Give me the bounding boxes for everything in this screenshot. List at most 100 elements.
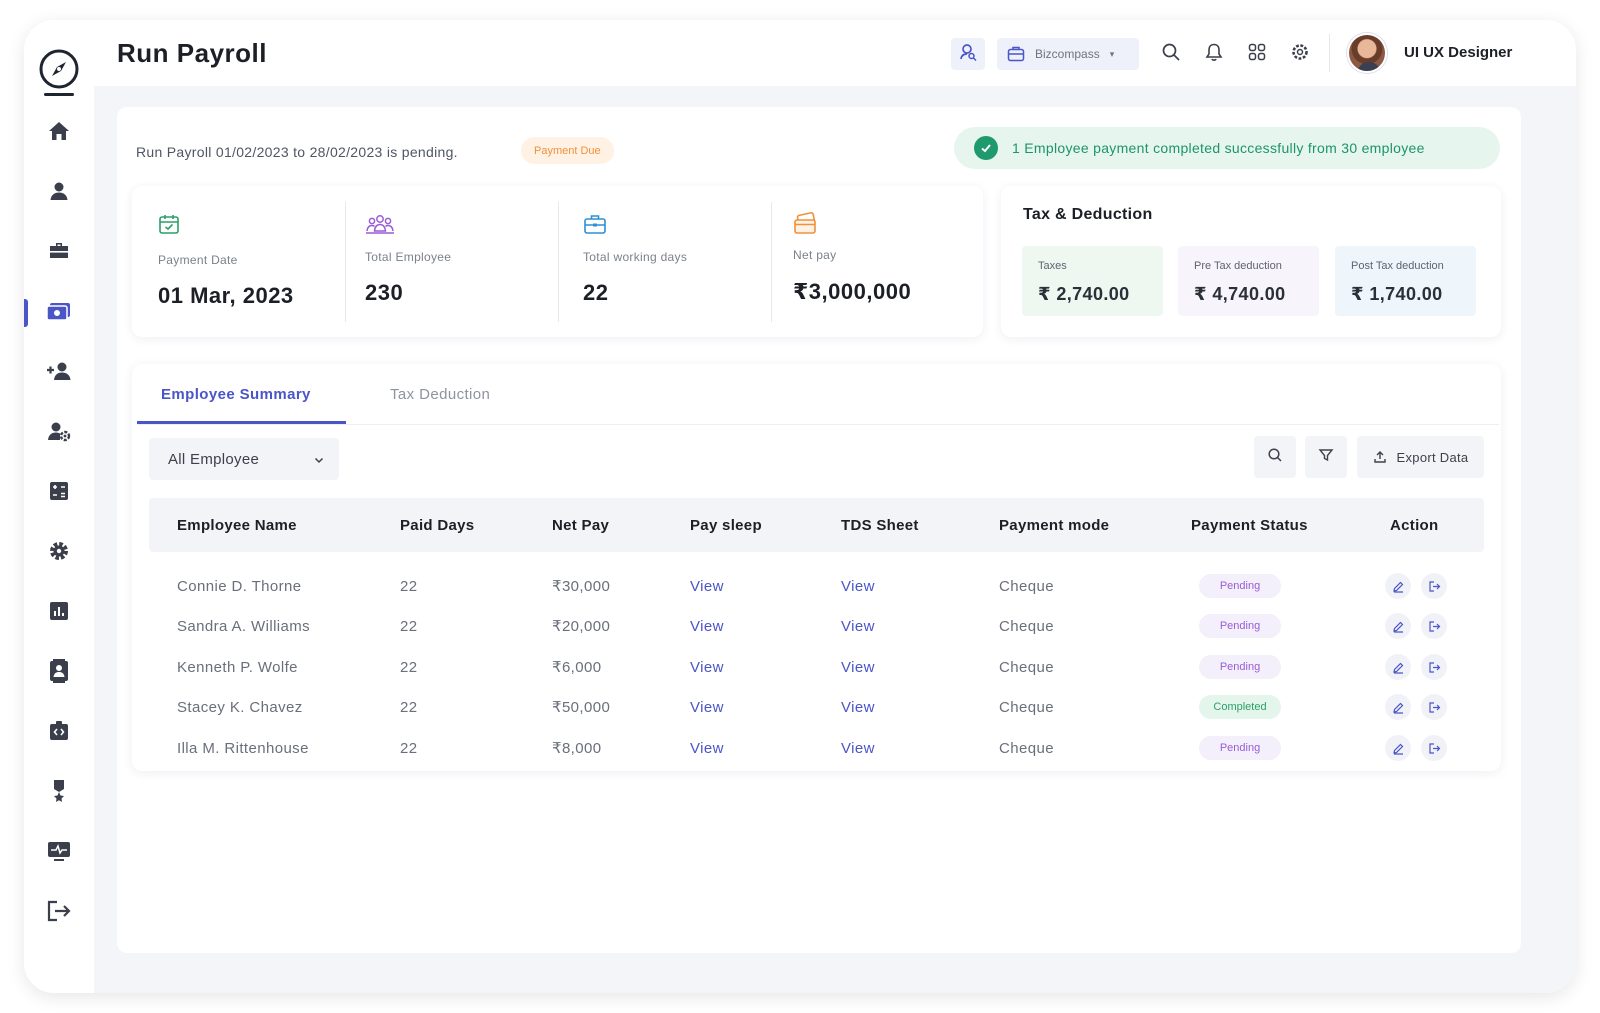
search-button[interactable] (1159, 42, 1183, 66)
sidebar-item-settings[interactable] (24, 533, 94, 573)
net-pay-cell: ₹50,000 (552, 699, 611, 716)
sidebar-item-contacts[interactable] (24, 653, 94, 693)
avatar[interactable] (1347, 33, 1387, 73)
tds-sheet-view-link[interactable]: View (841, 617, 875, 635)
col-net-pay[interactable]: Net Pay (552, 516, 610, 534)
sidebar-item-jobs[interactable] (24, 233, 94, 273)
col-tds-sheet[interactable]: TDS Sheet (841, 516, 919, 534)
logout-icon (46, 899, 72, 928)
sidebar-item-integrations[interactable] (24, 713, 94, 753)
table-search-button[interactable] (1254, 436, 1296, 478)
home-icon (47, 119, 71, 148)
col-action: Action (1390, 516, 1439, 534)
edit-button[interactable] (1385, 654, 1411, 680)
apps-button[interactable] (1245, 42, 1269, 66)
apps-grid-icon (1247, 42, 1267, 67)
user-icon (47, 179, 71, 208)
exit-arrow-icon (1428, 580, 1441, 593)
sidebar-item-profile[interactable] (24, 173, 94, 213)
payroll-icon (46, 299, 72, 328)
export-label: Export Data (1396, 449, 1469, 465)
open-details-button[interactable] (1421, 654, 1447, 680)
payroll-stats-card: Payment Date 01 Mar, 2023 Total Employee… (132, 186, 983, 337)
gear-icon (1290, 42, 1310, 67)
tds-sheet-view-link[interactable]: View (841, 658, 875, 676)
sidebar-item-reports[interactable] (24, 593, 94, 633)
compass-logo-icon[interactable] (38, 48, 80, 90)
status-badge: Pending (1199, 574, 1281, 598)
company-selector[interactable]: Bizcompass ▾ (997, 38, 1139, 70)
stat-value: 230 (365, 280, 404, 305)
open-details-button[interactable] (1421, 694, 1447, 720)
user-name[interactable]: UI UX Designer (1404, 44, 1513, 61)
gear-icon (47, 539, 71, 568)
tab-employee-summary[interactable]: Employee Summary (161, 386, 311, 403)
tax-value: ₹ 4,740.00 (1194, 284, 1286, 304)
sidebar-item-awards[interactable] (24, 773, 94, 813)
col-paid-days[interactable]: Paid Days (400, 516, 475, 534)
tds-sheet-view-link[interactable]: View (841, 698, 875, 716)
tax-value: ₹ 2,740.00 (1038, 284, 1130, 304)
tax-deduction-card: Tax & Deduction Taxes ₹ 2,740.00 Pre Tax… (1001, 186, 1501, 337)
building-icon (1007, 46, 1025, 62)
topbar-divider (1329, 34, 1330, 72)
sidebar-item-add-employee[interactable] (24, 353, 94, 393)
paid-days-cell: 22 (400, 617, 418, 635)
col-employee-name[interactable]: Employee Name (177, 516, 297, 534)
filter-button[interactable] (1305, 436, 1347, 478)
edit-button[interactable] (1385, 694, 1411, 720)
stat-divider (345, 202, 346, 322)
edit-button[interactable] (1385, 613, 1411, 639)
settings-button[interactable] (1288, 42, 1312, 66)
award-icon (47, 778, 71, 809)
stat-working-days: Total working days 22 (559, 186, 771, 337)
sidebar-item-user-settings[interactable] (24, 413, 94, 453)
paid-days-cell: 22 (400, 658, 418, 676)
col-pay-slip[interactable]: Pay sleep (690, 516, 762, 534)
payroll-content: Run Payroll 01/02/2023 to 28/02/2023 is … (117, 107, 1521, 953)
filter-funnel-icon (1318, 447, 1334, 468)
stat-divider (558, 202, 559, 322)
top-bar: Run Payroll Bizcompass ▾ (94, 20, 1576, 86)
notifications-button[interactable] (1202, 42, 1226, 66)
open-details-button[interactable] (1421, 735, 1447, 761)
table-row: Kenneth P. Wolfe 22 ₹6,000 View View Cheque Pe… (149, 647, 1484, 687)
employee-filter-select[interactable]: All Employee (149, 438, 339, 480)
sidebar-item-calculator[interactable] (24, 473, 94, 513)
check-circle-icon (974, 136, 998, 160)
edit-button[interactable] (1385, 735, 1411, 761)
tab-divider (137, 424, 1499, 425)
sidebar-item-home[interactable] (24, 113, 94, 153)
pay-slip-view-link[interactable]: View (690, 739, 724, 757)
bell-icon (1204, 42, 1224, 67)
sidebar-item-monitor[interactable] (24, 833, 94, 873)
tds-sheet-view-link[interactable]: View (841, 577, 875, 595)
tax-box-pre-tax: Pre Tax deduction ₹ 4,740.00 (1178, 246, 1319, 316)
pay-slip-view-link[interactable]: View (690, 698, 724, 716)
pay-slip-view-link[interactable]: View (690, 577, 724, 595)
report-chart-icon (47, 599, 71, 628)
paid-days-cell: 22 (400, 577, 418, 595)
stat-payment-date: Payment Date 01 Mar, 2023 (132, 186, 345, 337)
user-search-button[interactable] (951, 38, 985, 70)
employee-name-cell: Connie D. Thorne (177, 577, 302, 595)
open-details-button[interactable] (1421, 573, 1447, 599)
pay-slip-view-link[interactable]: View (690, 658, 724, 676)
net-pay-cell: ₹20,000 (552, 618, 611, 635)
tds-sheet-view-link[interactable]: View (841, 739, 875, 757)
sidebar-item-payroll[interactable] (24, 293, 94, 333)
edit-button[interactable] (1385, 573, 1411, 599)
stat-divider (771, 202, 772, 322)
open-details-button[interactable] (1421, 613, 1447, 639)
sidebar (24, 20, 94, 993)
table-row: Illa M. Rittenhouse 22 ₹8,000 View View Chequ… (149, 728, 1484, 768)
export-data-button[interactable]: Export Data (1357, 436, 1484, 478)
pay-slip-view-link[interactable]: View (690, 617, 724, 635)
col-payment-status[interactable]: Payment Status (1191, 516, 1308, 534)
col-payment-mode[interactable]: Payment mode (999, 516, 1110, 534)
tab-tax-deduction[interactable]: Tax Deduction (390, 386, 491, 403)
sidebar-item-logout[interactable] (24, 893, 94, 933)
employee-name-cell: Sandra A. Williams (177, 617, 311, 635)
upload-icon (1373, 450, 1397, 464)
briefcase-icon (47, 239, 71, 268)
